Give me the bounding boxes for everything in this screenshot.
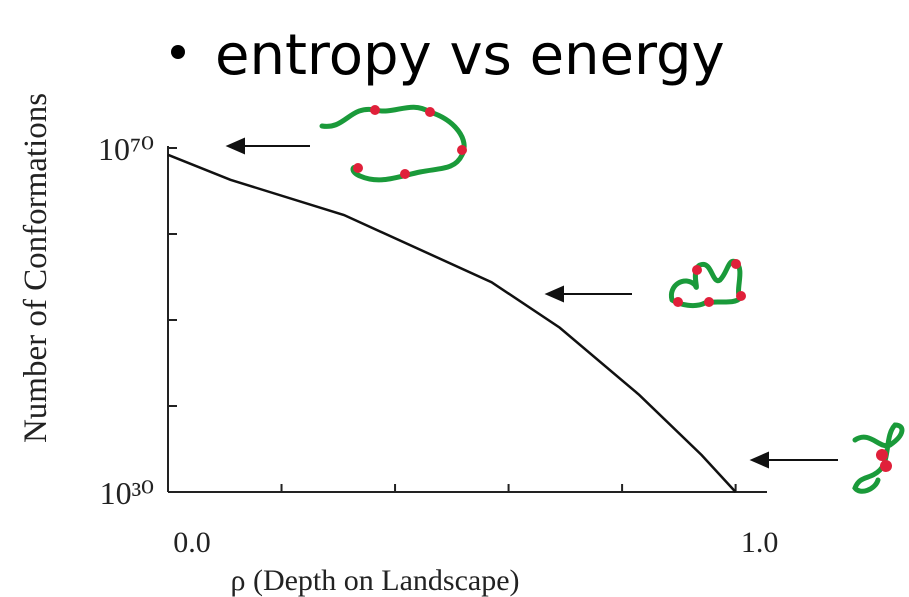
y-axis-label: Number of Conformations bbox=[18, 93, 54, 443]
x-tick-label: 0.0 bbox=[173, 526, 211, 559]
y-tick-label: 10³⁰ bbox=[100, 475, 154, 511]
bullet bbox=[171, 45, 185, 59]
conformations bbox=[319, 104, 905, 494]
x-axis-label: ρ (Depth on Landscape) bbox=[230, 564, 519, 597]
slide-title: entropy vs energy bbox=[215, 23, 725, 88]
arrows bbox=[225, 137, 838, 469]
y-tick-label: 10⁷⁰ bbox=[98, 131, 154, 167]
x-tick-label: 1.0 bbox=[741, 526, 779, 559]
curve bbox=[167, 153, 737, 493]
contact-dots bbox=[353, 105, 892, 472]
